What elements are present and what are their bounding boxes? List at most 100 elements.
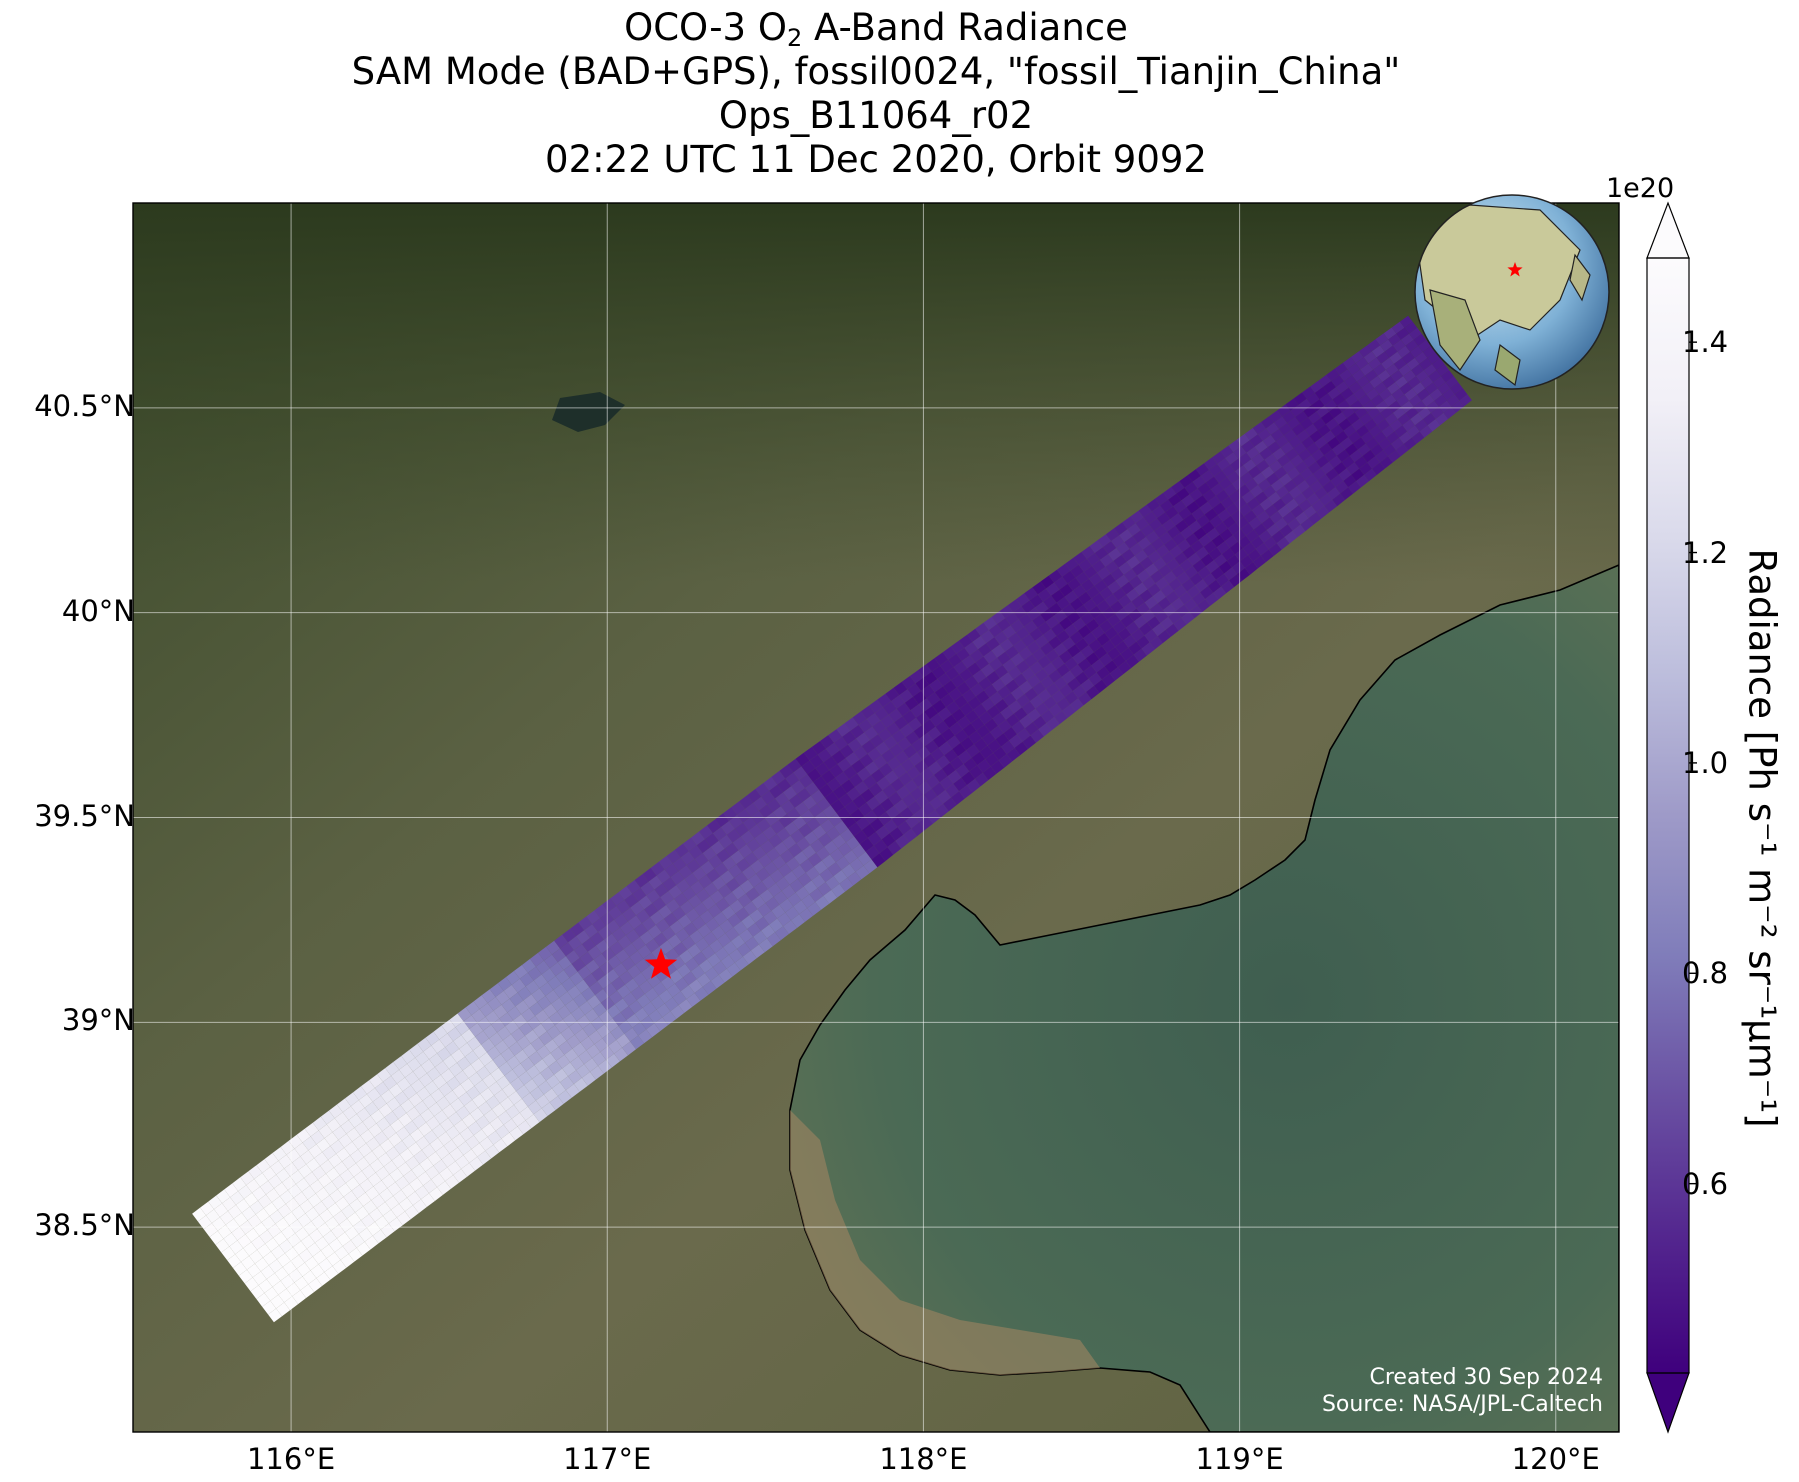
swath-cell — [753, 881, 768, 896]
swath-cell — [450, 1098, 465, 1112]
swath-cell — [545, 989, 560, 1004]
swath-cell — [530, 952, 544, 967]
swath-cell — [1111, 535, 1125, 548]
swath-cell — [746, 838, 761, 853]
swath-cell — [1013, 707, 1028, 721]
swath-cell — [725, 927, 740, 942]
swath-cell — [216, 1189, 231, 1204]
swath-cell — [474, 1079, 489, 1094]
swath-cell — [437, 1131, 452, 1146]
swath-cell — [526, 1065, 541, 1079]
swath-cell — [762, 826, 777, 840]
swath-cell — [1342, 406, 1355, 419]
swath-cell — [314, 1152, 329, 1166]
swath-cell — [1205, 560, 1219, 574]
swath-cell — [1115, 574, 1129, 588]
swath-cell — [418, 1122, 432, 1137]
swath-cell — [991, 644, 1006, 658]
swath-cell — [1333, 462, 1347, 475]
swath-cell — [567, 985, 582, 1000]
swath-cell — [1415, 370, 1429, 383]
swath-cell — [914, 759, 929, 774]
swath-cell — [350, 1234, 365, 1248]
swath-cell — [1032, 681, 1046, 696]
swath-cell — [761, 924, 775, 939]
swath-cell — [1252, 555, 1266, 569]
swath-cell — [200, 1201, 214, 1216]
swath-cell — [743, 901, 758, 916]
swath-cell — [415, 1051, 430, 1066]
swath-cell — [1125, 621, 1140, 635]
swath-cell — [814, 811, 829, 826]
swath-cell — [1112, 620, 1126, 634]
swath-cell — [756, 867, 770, 882]
swath-cell — [812, 825, 827, 839]
swath-cell — [1115, 640, 1129, 654]
swath-cell — [346, 1127, 361, 1142]
swath-cell — [477, 1150, 492, 1165]
swath-cell — [410, 1128, 424, 1143]
swath-cell — [1275, 485, 1289, 499]
swath-cell — [1027, 708, 1041, 722]
swath-cell — [552, 948, 566, 963]
swath-cell — [728, 864, 743, 878]
swath-cell — [1073, 552, 1087, 565]
swath-cell — [1123, 634, 1137, 648]
swath-cell — [452, 1084, 467, 1099]
swath-cell — [1385, 412, 1398, 426]
swath-cell — [816, 797, 831, 812]
swath-cell — [1311, 399, 1325, 412]
swath-cell — [666, 898, 680, 913]
swath-cell — [740, 830, 755, 845]
target-star-icon — [644, 948, 678, 979]
swath-cell — [481, 1038, 495, 1053]
swath-cell — [309, 1179, 324, 1194]
swath-cell — [697, 923, 712, 938]
swath-cell — [1304, 423, 1318, 437]
swath-cell — [888, 708, 903, 723]
swath-cell — [424, 1080, 439, 1095]
swath-cell — [373, 1180, 388, 1195]
swath-cell — [959, 702, 974, 716]
swath-cell — [1253, 472, 1267, 485]
swath-cell — [1069, 664, 1084, 678]
swath-cell — [253, 1222, 268, 1236]
swath-cell — [1332, 393, 1346, 406]
swath-cell — [359, 1178, 374, 1193]
swath-cell — [1141, 642, 1155, 656]
swath-cell — [998, 754, 1013, 768]
swath-cell — [903, 744, 917, 759]
swath-cell — [707, 953, 721, 968]
swath-cell — [347, 1212, 361, 1227]
swath-cell — [1213, 586, 1227, 600]
swath-cell — [993, 746, 1007, 761]
swath-cell — [839, 744, 854, 759]
swath-cell — [766, 847, 781, 862]
swath-cell — [1402, 351, 1415, 364]
swath-cell — [745, 887, 760, 902]
swath-cell — [1113, 554, 1127, 568]
swath-cell — [834, 820, 849, 835]
swath-cell — [876, 776, 891, 791]
swath-cell — [1316, 455, 1329, 468]
swath-cell — [1405, 406, 1419, 420]
swath-cell — [1374, 382, 1388, 395]
swath-cell — [1290, 454, 1304, 468]
swath-cell — [428, 1102, 443, 1117]
swath-cell — [945, 667, 960, 681]
swath-cell — [1157, 597, 1171, 610]
swath-cell — [233, 1212, 248, 1227]
swath-cell — [1231, 561, 1245, 575]
swath-cell — [1298, 499, 1312, 512]
swath-cell — [334, 1246, 349, 1260]
swath-cell — [745, 802, 759, 817]
swath-cell — [857, 767, 871, 782]
swath-cell — [581, 1071, 596, 1086]
swath-cell — [1134, 549, 1148, 563]
swath-cell — [903, 828, 918, 843]
swath-cell — [282, 1176, 296, 1191]
swath-cell — [679, 949, 694, 964]
swath-cell — [366, 1088, 381, 1102]
swath-cell — [915, 677, 930, 691]
swath-cell — [528, 1051, 543, 1066]
